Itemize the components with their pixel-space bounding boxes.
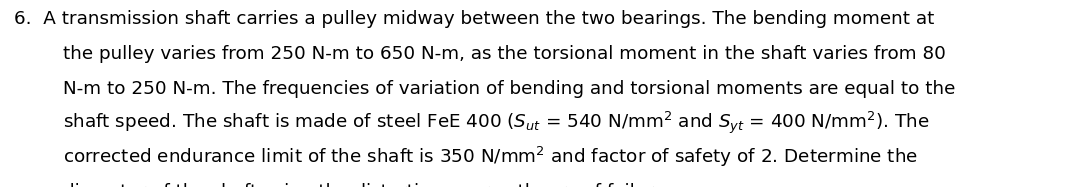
Text: corrected endurance limit of the shaft is 350 N/mm$^2$ and factor of safety of 2: corrected endurance limit of the shaft i…: [63, 145, 918, 169]
Text: diameter of the shaft using the distortion energy theory of failure.: diameter of the shaft using the distorti…: [63, 183, 671, 187]
Text: 6.  A transmission shaft carries a pulley midway between the two bearings. The b: 6. A transmission shaft carries a pulley…: [14, 10, 934, 28]
Text: N-m to 250 N-m. The frequencies of variation of bending and torsional moments ar: N-m to 250 N-m. The frequencies of varia…: [63, 79, 955, 97]
Text: shaft speed. The shaft is made of steel FeE 400 ($S_{ut}$ = 540 N/mm$^2$ and $S_: shaft speed. The shaft is made of steel …: [63, 110, 929, 136]
Text: the pulley varies from 250 N-m to 650 N-m, as the torsional moment in the shaft : the pulley varies from 250 N-m to 650 N-…: [63, 45, 945, 63]
